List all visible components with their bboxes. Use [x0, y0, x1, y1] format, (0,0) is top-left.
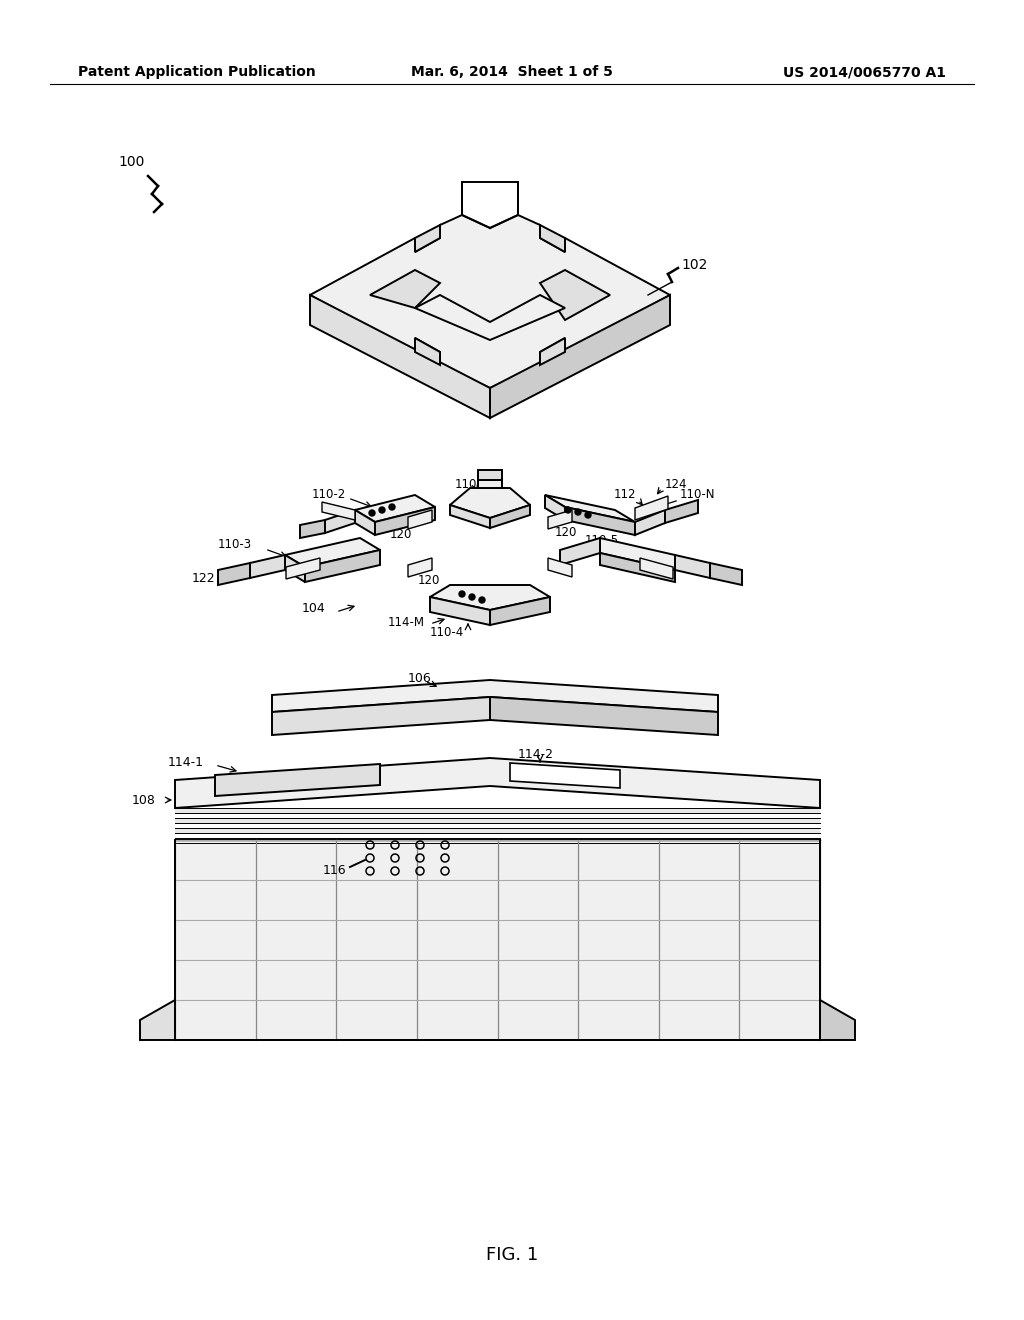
Text: 110-2: 110-2: [312, 487, 346, 500]
Text: Patent Application Publication: Patent Application Publication: [78, 65, 315, 79]
Polygon shape: [250, 554, 285, 578]
Polygon shape: [175, 833, 820, 838]
Polygon shape: [310, 215, 670, 388]
Polygon shape: [450, 506, 490, 528]
Polygon shape: [490, 597, 550, 624]
Circle shape: [479, 597, 485, 603]
Circle shape: [469, 594, 475, 601]
Polygon shape: [540, 271, 610, 319]
Polygon shape: [635, 510, 665, 535]
Polygon shape: [545, 495, 635, 521]
Text: 106: 106: [408, 672, 432, 685]
Polygon shape: [490, 294, 670, 418]
Circle shape: [585, 512, 591, 517]
Polygon shape: [490, 506, 530, 528]
Text: US 2014/0065770 A1: US 2014/0065770 A1: [783, 65, 946, 79]
Text: 114-M: 114-M: [388, 615, 425, 628]
Text: 110-4: 110-4: [430, 626, 464, 639]
Text: 110-3: 110-3: [218, 539, 252, 552]
Text: 114-2: 114-2: [518, 748, 554, 762]
Polygon shape: [175, 808, 820, 813]
Text: 108: 108: [132, 793, 156, 807]
Text: 124: 124: [665, 478, 687, 491]
Polygon shape: [540, 224, 565, 252]
Polygon shape: [478, 470, 502, 480]
Circle shape: [565, 507, 571, 513]
Polygon shape: [285, 554, 305, 582]
Polygon shape: [215, 764, 380, 796]
Circle shape: [379, 507, 385, 513]
Text: 120: 120: [390, 528, 413, 541]
Polygon shape: [415, 224, 440, 252]
Polygon shape: [490, 697, 718, 735]
Text: 110-5: 110-5: [585, 533, 620, 546]
Circle shape: [389, 504, 395, 510]
Polygon shape: [355, 495, 435, 521]
Polygon shape: [640, 558, 673, 579]
Polygon shape: [272, 697, 490, 735]
Polygon shape: [415, 294, 565, 341]
Polygon shape: [600, 553, 675, 582]
Text: 100: 100: [118, 154, 144, 169]
Polygon shape: [510, 763, 620, 788]
Polygon shape: [175, 758, 820, 808]
Polygon shape: [430, 585, 550, 610]
Polygon shape: [545, 495, 565, 520]
Polygon shape: [565, 507, 635, 535]
Polygon shape: [325, 510, 355, 533]
Polygon shape: [272, 680, 718, 711]
Text: FIG. 1: FIG. 1: [485, 1246, 539, 1265]
Circle shape: [459, 591, 465, 597]
Polygon shape: [450, 488, 530, 517]
Polygon shape: [140, 1001, 175, 1040]
Text: 114-1: 114-1: [168, 755, 204, 768]
Polygon shape: [286, 558, 319, 579]
Polygon shape: [322, 502, 355, 520]
Polygon shape: [820, 1001, 855, 1040]
Polygon shape: [710, 564, 742, 585]
Polygon shape: [175, 840, 820, 1040]
Polygon shape: [300, 520, 325, 539]
Polygon shape: [408, 558, 432, 577]
Polygon shape: [635, 496, 668, 520]
Text: 120: 120: [555, 525, 578, 539]
Polygon shape: [355, 510, 375, 535]
Polygon shape: [462, 182, 518, 228]
Polygon shape: [415, 338, 440, 366]
Polygon shape: [310, 294, 490, 418]
Polygon shape: [175, 822, 820, 828]
Polygon shape: [175, 818, 820, 822]
Text: 122: 122: [193, 572, 216, 585]
Text: 112: 112: [480, 495, 503, 508]
Circle shape: [575, 510, 581, 515]
Polygon shape: [600, 539, 675, 570]
Polygon shape: [175, 813, 820, 818]
Polygon shape: [305, 550, 380, 582]
Text: 116: 116: [323, 863, 347, 876]
Polygon shape: [218, 564, 250, 585]
Text: Mar. 6, 2014  Sheet 1 of 5: Mar. 6, 2014 Sheet 1 of 5: [411, 65, 613, 79]
Text: 112: 112: [614, 488, 637, 502]
Polygon shape: [478, 480, 502, 488]
Text: 102: 102: [681, 257, 708, 272]
Polygon shape: [665, 500, 698, 523]
Polygon shape: [375, 507, 435, 535]
Text: 110-1: 110-1: [455, 478, 489, 491]
Polygon shape: [675, 554, 710, 578]
Polygon shape: [540, 338, 565, 366]
Polygon shape: [430, 597, 490, 624]
Text: 110-N: 110-N: [680, 487, 716, 500]
Text: 104: 104: [302, 602, 326, 615]
Polygon shape: [408, 510, 432, 529]
Text: 120: 120: [418, 573, 440, 586]
Polygon shape: [285, 539, 380, 568]
Circle shape: [369, 510, 375, 516]
Polygon shape: [560, 539, 600, 565]
Polygon shape: [370, 271, 440, 308]
Polygon shape: [548, 510, 572, 529]
Polygon shape: [175, 828, 820, 833]
Polygon shape: [548, 558, 572, 577]
